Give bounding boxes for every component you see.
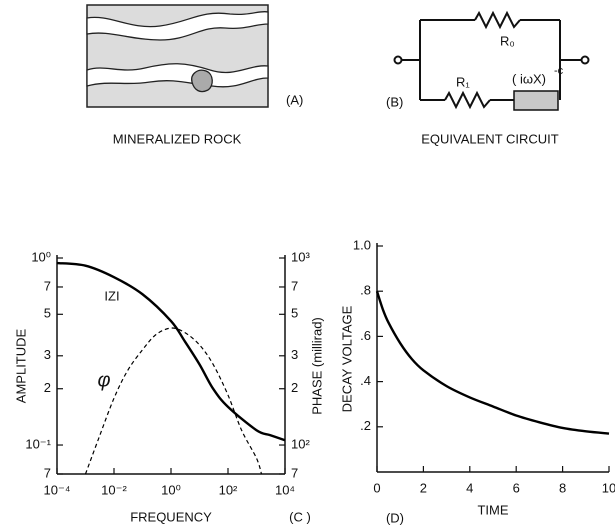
series-line	[375, 290, 610, 435]
x-tick-label: 10²	[219, 482, 238, 497]
terminal	[393, 55, 403, 65]
y2-tick-label: 10³	[291, 249, 310, 264]
y-tick-label: .4	[360, 373, 371, 388]
x-tick-label: 10⁴	[275, 482, 295, 497]
x-tick-label: 8	[559, 480, 566, 495]
panel-label: (A)	[286, 92, 303, 107]
impedance-element	[513, 90, 559, 111]
x-tick-label: 10⁰	[161, 482, 181, 497]
y-tick-label: 10⁻¹	[25, 436, 51, 451]
x-tick-label: 0	[373, 480, 380, 495]
y2-tick-label: 5	[291, 306, 298, 321]
caption: MINERALIZED ROCK	[113, 131, 242, 146]
vein	[86, 63, 269, 88]
y-tick-label: 7	[44, 465, 51, 480]
impedance-exponent: -c	[554, 65, 564, 77]
panel-label: (B)	[386, 94, 403, 109]
vein	[86, 10, 269, 41]
y-axis-title: DECAY VOLTAGE	[339, 305, 354, 412]
r1-label: R₁	[456, 74, 470, 89]
resistor	[444, 90, 491, 110]
y-tick-label: 7	[44, 278, 51, 293]
x-axis-title: TIME	[477, 502, 508, 517]
y-tick-label: .2	[360, 418, 371, 433]
y-tick-label: 1.0	[353, 237, 371, 252]
panel-label: (C )	[289, 509, 311, 524]
y-tick-label: 3	[44, 347, 51, 362]
x-tick-label: 10⁻²	[101, 482, 127, 497]
rock-diagram: (A) MINERALIZED ROCK	[86, 4, 303, 146]
y-tick-label: .6	[360, 328, 371, 343]
y2-tick-label: 7	[291, 278, 298, 293]
x-tick-label: 6	[513, 480, 520, 495]
r0-label: R₀	[500, 33, 515, 48]
x-tick-label: 2	[420, 480, 427, 495]
x-tick-label: 4	[466, 480, 473, 495]
panel-label: (D)	[386, 510, 404, 525]
series-line	[84, 327, 263, 475]
series-label: φ	[97, 369, 110, 391]
y-tick-label: 5	[44, 306, 51, 321]
y-tick-label: 10⁰	[31, 249, 51, 264]
caption: EQUIVALENT CIRCUIT	[421, 131, 559, 146]
series-line	[56, 261, 286, 442]
y2-tick-label: 7	[291, 465, 298, 480]
impedance-label: ( iωX)	[512, 71, 546, 86]
y2-tick-label: 2	[291, 380, 298, 395]
circuit-diagram: R₀ R₁ ( iωX) -c (B) EQUIVALENT CIRCUIT	[386, 10, 590, 146]
y2-tick-label: 10²	[291, 436, 310, 451]
terminal	[580, 55, 590, 65]
x-axis-title: FREQUENCY	[130, 509, 212, 524]
mineral-grain	[191, 69, 213, 93]
resistor	[474, 10, 521, 30]
wire	[402, 19, 581, 101]
y2-axis-title: PHASE (millirad)	[309, 317, 324, 415]
y-axis-title: AMPLITUDE	[13, 328, 28, 403]
y-tick-label: .8	[360, 283, 371, 298]
x-tick-label: 10⁻⁴	[44, 482, 71, 497]
x-tick-label: 10	[602, 480, 615, 495]
y-tick-label: 2	[44, 380, 51, 395]
y2-tick-label: 3	[291, 347, 298, 362]
series-label: IZI	[104, 288, 119, 303]
